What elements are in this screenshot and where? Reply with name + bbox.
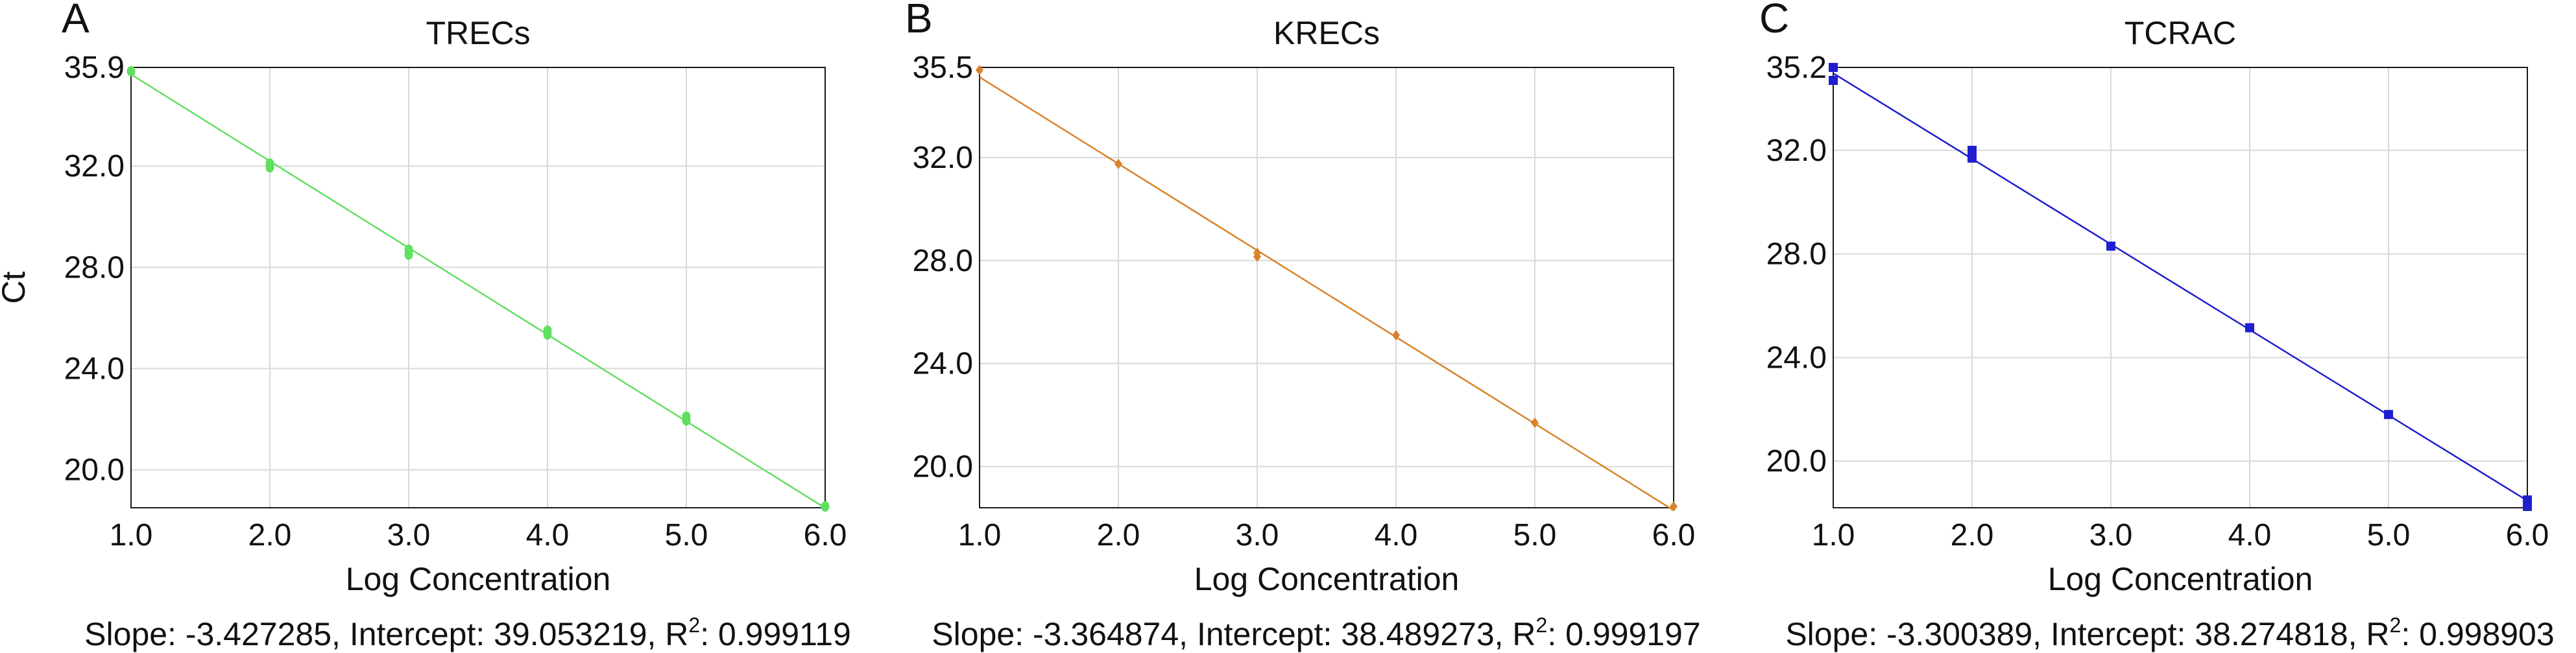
x-tick-label: 4.0	[2228, 518, 2272, 552]
y-tick-label: 35.5	[913, 51, 973, 85]
stats-r-squared-exponent: 2	[688, 613, 700, 637]
data-point	[2384, 410, 2393, 420]
y-tick-label: 35.2	[1766, 51, 1827, 85]
x-tick-label: 2.0	[248, 518, 292, 552]
stats-r-squared-exponent: 2	[1536, 613, 1548, 637]
data-point	[1114, 158, 1122, 169]
chart-title: KRECs	[1273, 15, 1380, 51]
y-tick-label: 24.0	[913, 347, 973, 381]
chart-title: TCRAC	[2125, 15, 2236, 51]
stats-r-squared-value: : 0.998903	[2401, 616, 2554, 652]
data-point	[1968, 153, 1977, 163]
x-tick-label: 5.0	[2367, 518, 2411, 552]
chart-panel-a: A TRECs 35.9 32.0 28.0 24.0 20.0 1.0 2.0 3.0 4.0 5.…	[0, 0, 851, 652]
stats-slope-intercept: Slope: -3.427285, Intercept: 39.053219, …	[84, 616, 688, 652]
x-tick-label: 1.0	[110, 518, 153, 552]
chart-panel-b: B KRECs 35.5 32.0 28.0 24.0 20.0 1.0 2.0 3.0 4.0 5.…	[905, 0, 1701, 652]
y-tick-label: 28.0	[913, 244, 973, 278]
data-point	[543, 329, 552, 340]
y-tick-label: 20.0	[913, 449, 973, 484]
x-axis-label: Log Concentration	[2048, 561, 2313, 597]
regression-stats: Slope: -3.427285, Intercept: 39.053219, …	[84, 613, 851, 652]
data-point	[1968, 145, 1977, 155]
chart-title: TRECs	[426, 15, 530, 51]
regression-line	[979, 76, 1674, 512]
data-point	[682, 415, 691, 426]
data-point	[404, 249, 413, 260]
x-tick-label: 2.0	[1097, 518, 1140, 552]
panel-letter: A	[62, 0, 90, 42]
stats-slope-intercept: Slope: -3.364874, Intercept: 38.489273, …	[932, 616, 1535, 652]
stats-r-squared-value: : 0.999197	[1547, 616, 1700, 652]
y-tick-label: 24.0	[64, 351, 125, 386]
x-tick-label: 3.0	[387, 518, 431, 552]
panel-letter: B	[905, 0, 933, 42]
data-point	[2245, 323, 2254, 333]
data-point	[1253, 251, 1261, 262]
plot-frame	[1833, 67, 2528, 508]
data-point	[1829, 75, 1838, 85]
x-axis-label: Log Concentration	[1194, 561, 1460, 597]
x-tick-label: 2.0	[1951, 518, 1994, 552]
stats-slope-intercept: Slope: -3.300389, Intercept: 38.274818, …	[1785, 616, 2389, 652]
data-point	[1392, 329, 1400, 340]
y-tick-label: 28.0	[1766, 237, 1827, 272]
x-tick-label: 1.0	[1812, 518, 1855, 552]
chart-panel-c: C TCRAC 35.2 32.0 28.0 24.0 20.0 1.0 2.0 3.0 4.0 5.…	[1759, 0, 2555, 652]
x-tick-label: 6.0	[2506, 518, 2549, 552]
data-point	[126, 65, 136, 77]
x-tick-label: 5.0	[665, 518, 708, 552]
x-tick-label: 3.0	[1236, 518, 1279, 552]
regression-line	[1833, 72, 2528, 502]
x-tick-label: 6.0	[1652, 518, 1696, 552]
panel-letter: C	[1759, 0, 1789, 42]
plot-frame	[979, 67, 1674, 508]
x-tick-label: 4.0	[526, 518, 570, 552]
regression-stats: Slope: -3.364874, Intercept: 38.489273, …	[932, 613, 1700, 652]
x-tick-label: 5.0	[1513, 518, 1557, 552]
data-point	[821, 501, 830, 512]
regression-line	[130, 73, 826, 509]
regression-stats: Slope: -3.300389, Intercept: 38.274818, …	[1785, 613, 2554, 652]
x-tick-label: 4.0	[1375, 518, 1418, 552]
plot-frame	[130, 67, 826, 508]
stats-r-squared-value: : 0.999119	[700, 616, 851, 652]
data-point	[2523, 502, 2532, 512]
data-point	[976, 64, 983, 75]
data-point	[1670, 501, 1678, 512]
y-tick-label: 32.0	[64, 149, 125, 184]
x-axis-label: Log Concentration	[346, 561, 611, 597]
y-tick-label: 35.9	[64, 51, 125, 85]
y-tick-label: 20.0	[64, 453, 125, 487]
y-tick-label: 32.0	[1766, 134, 1827, 168]
x-tick-label: 1.0	[958, 518, 1002, 552]
data-point	[2106, 241, 2115, 251]
y-axis-label: Ct	[0, 271, 32, 303]
data-point	[1829, 63, 1838, 72]
y-tick-label: 32.0	[913, 141, 973, 175]
y-tick-label: 24.0	[1766, 340, 1827, 375]
data-point	[1531, 417, 1539, 428]
x-tick-label: 3.0	[2089, 518, 2133, 552]
y-tick-label: 20.0	[1766, 444, 1827, 479]
y-tick-label: 28.0	[64, 250, 125, 285]
data-point	[265, 162, 274, 173]
stats-r-squared-exponent: 2	[2390, 613, 2401, 637]
x-tick-label: 6.0	[804, 518, 847, 552]
